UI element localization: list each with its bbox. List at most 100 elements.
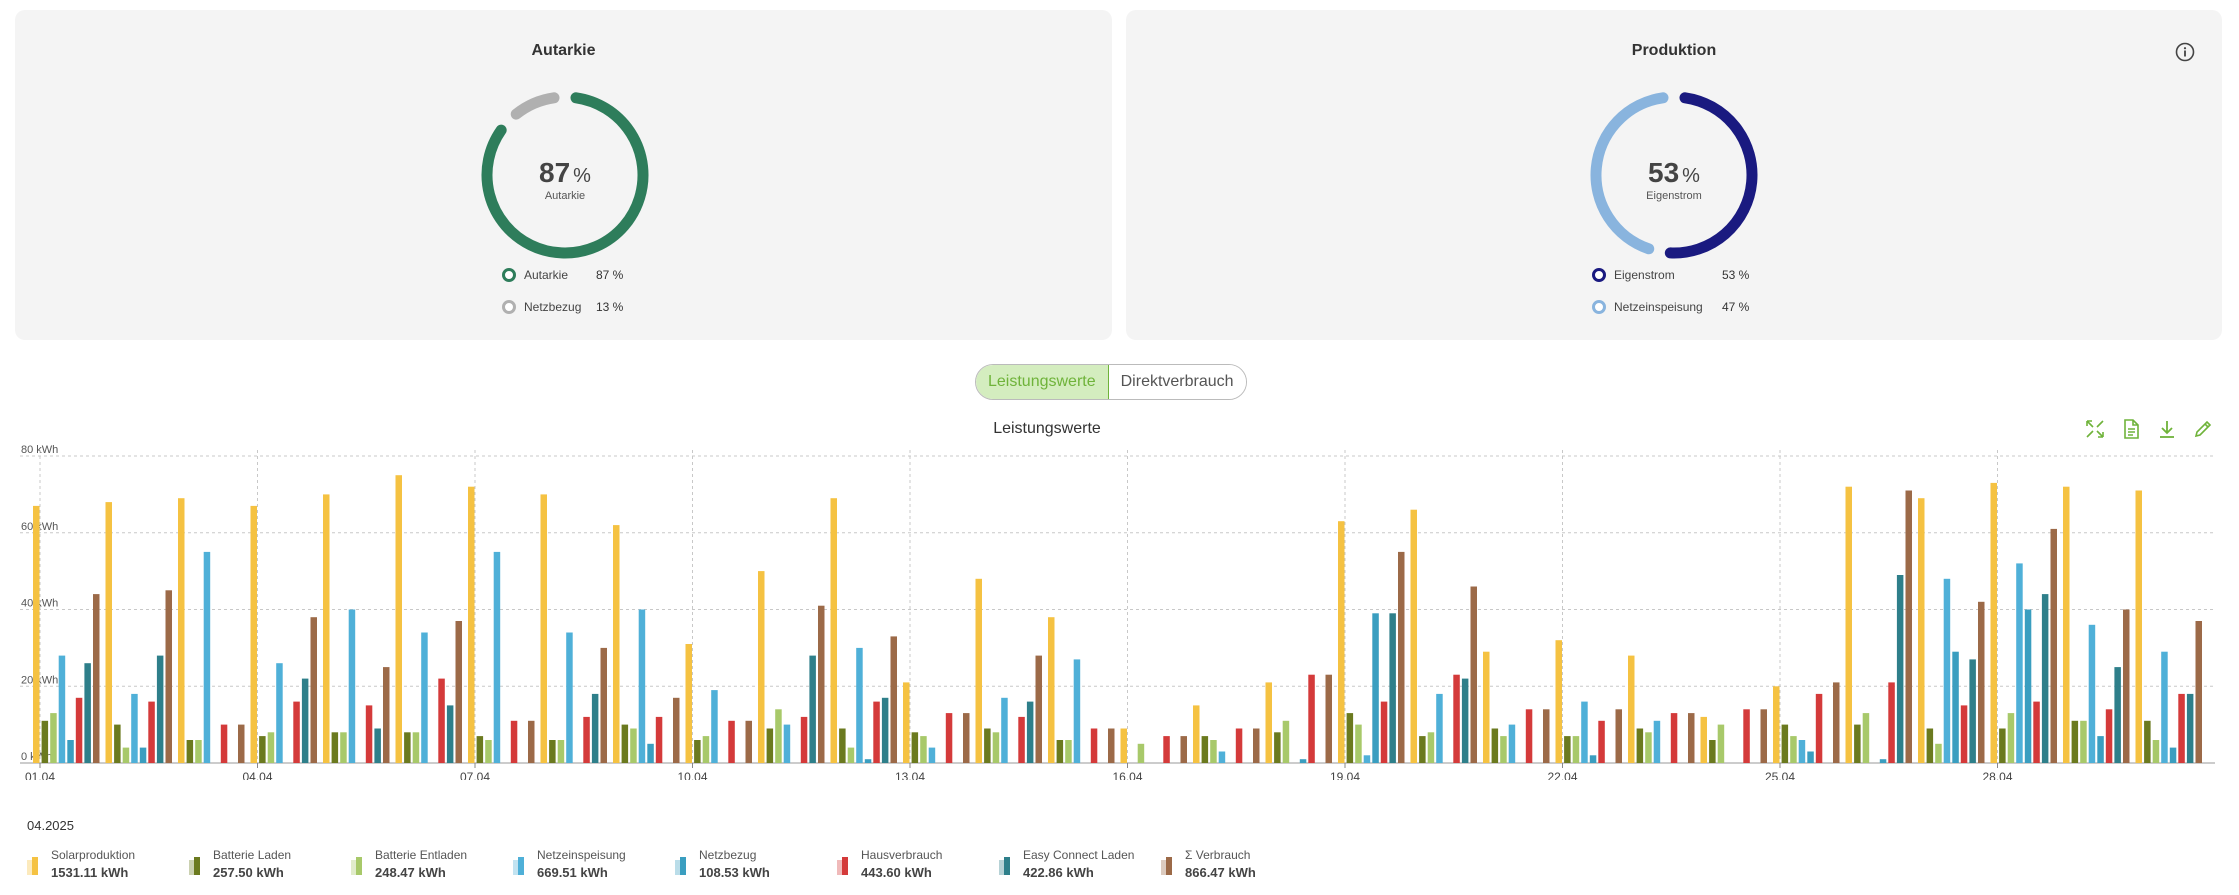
bar-easy-connect-laden-27.04[interactable] [1969, 659, 1976, 763]
bar-netzeinspeisung-25.04[interactable] [1798, 740, 1806, 763]
bar-easy-connect-laden-28.04[interactable] [2041, 594, 2049, 763]
bar-batterie-entladen-07.04[interactable] [485, 740, 492, 763]
bar-netzbezug-30.04[interactable] [2169, 747, 2177, 763]
bar-batterie-entladen-14.04[interactable] [992, 732, 1000, 763]
bar-netzeinspeisung-01.04[interactable] [58, 655, 66, 763]
bar-batterie-laden-24.04[interactable] [1709, 740, 1716, 763]
bar-verbrauch-18.04[interactable] [1325, 674, 1333, 763]
bar-netzeinspeisung-30.04[interactable] [2161, 651, 2168, 763]
bar-batterie-entladen-21.04[interactable] [1500, 736, 1507, 763]
bar-netzeinspeisung-13.04[interactable] [928, 747, 936, 763]
bar-netzeinspeisung-27.04[interactable] [1943, 578, 1951, 763]
bar-solarproduktion-29.04[interactable] [2063, 486, 2070, 763]
bar-solarproduktion-20.04[interactable] [1410, 509, 1418, 763]
bar-solarproduktion-17.04[interactable] [1193, 705, 1200, 763]
bar-batterie-entladen-18.04[interactable] [1282, 720, 1290, 763]
bar-batterie-entladen-05.04[interactable] [340, 732, 347, 763]
bar-batterie-entladen-16.04[interactable] [1137, 743, 1145, 763]
bar-batterie-entladen-06.04[interactable] [412, 732, 420, 763]
bar-batterie-laden-27.04[interactable] [1926, 728, 1934, 764]
bar-verbrauch-22.04[interactable] [1615, 709, 1623, 763]
bar-verbrauch-28.04[interactable] [2050, 528, 2058, 763]
bar-hausverbrauch-07.04[interactable] [510, 720, 518, 763]
bar-solarproduktion-26.04[interactable] [1845, 486, 1853, 763]
bar-hausverbrauch-01.04[interactable] [75, 697, 83, 763]
bar-netzeinspeisung-02.04[interactable] [131, 693, 138, 763]
tab-direktverbrauch[interactable]: Direktverbrauch [1108, 365, 1246, 399]
tab-leistungswerte[interactable]: Leistungswerte [976, 365, 1109, 399]
produktion-legend-eigenstrom[interactable]: Eigenstrom 53 % [1592, 268, 1749, 282]
bar-batterie-entladen-12.04[interactable] [847, 747, 855, 763]
bar-batterie-laden-23.04[interactable] [1636, 728, 1644, 764]
bar-verbrauch-08.04[interactable] [600, 647, 608, 763]
bar-netzeinspeisung-29.04[interactable] [2088, 624, 2096, 763]
edit-icon[interactable] [2192, 418, 2214, 440]
bar-hausverbrauch-15.04[interactable] [1090, 728, 1098, 764]
bar-batterie-laden-26.04[interactable] [1854, 724, 1861, 763]
bar-solarproduktion-19.04[interactable] [1338, 521, 1345, 763]
legend-item-easy-connect-laden[interactable]: Easy Connect Laden 422.86 kWh [999, 848, 1161, 880]
bar-batterie-laden-10.04[interactable] [694, 740, 701, 763]
bar-verbrauch-29.04[interactable] [2123, 609, 2130, 764]
bar-hausverbrauch-13.04[interactable] [945, 713, 953, 763]
bar-easy-connect-laden-20.04[interactable] [1461, 678, 1469, 763]
bar-verbrauch-17.04[interactable] [1253, 728, 1260, 764]
bar-batterie-laden-17.04[interactable] [1201, 736, 1209, 763]
bar-verbrauch-07.04[interactable] [528, 720, 535, 763]
bar-easy-connect-laden-04.04[interactable] [301, 678, 309, 763]
bar-easy-connect-laden-12.04[interactable] [881, 697, 889, 763]
bar-netzeinspeisung-20.04[interactable] [1436, 693, 1443, 763]
bar-batterie-laden-28.04[interactable] [1999, 728, 2006, 764]
bar-hausverbrauch-10.04[interactable] [728, 720, 735, 763]
bar-batterie-laden-29.04[interactable] [2071, 720, 2079, 763]
bar-batterie-entladen-13.04[interactable] [920, 736, 927, 763]
bar-solarproduktion-11.04[interactable] [758, 571, 765, 763]
bar-batterie-laden-18.04[interactable] [1274, 732, 1281, 763]
bar-verbrauch-05.04[interactable] [383, 667, 390, 763]
bar-hausverbrauch-20.04[interactable] [1453, 674, 1460, 763]
bar-netzbezug-18.04[interactable] [1299, 759, 1307, 763]
legend-item-verbrauch[interactable]: Σ Verbrauch 866.47 kWh [1161, 848, 1323, 880]
bar-solarproduktion-16.04[interactable] [1120, 728, 1128, 764]
bar-batterie-entladen-01.04[interactable] [50, 713, 57, 763]
bar-batterie-entladen-23.04[interactable] [1645, 732, 1652, 763]
bar-solarproduktion-30.04[interactable] [2135, 490, 2143, 764]
bar-batterie-entladen-03.04[interactable] [195, 740, 202, 763]
bar-batterie-laden-30.04[interactable] [2144, 720, 2151, 763]
bar-batterie-laden-15.04[interactable] [1056, 740, 1064, 763]
bar-hausverbrauch-28.04[interactable] [2033, 701, 2040, 763]
bar-verbrauch-19.04[interactable] [1398, 551, 1405, 763]
bar-batterie-laden-11.04[interactable] [766, 728, 774, 764]
bar-solarproduktion-12.04[interactable] [830, 498, 838, 763]
bar-verbrauch-15.04[interactable] [1108, 728, 1115, 764]
bar-batterie-entladen-17.04[interactable] [1210, 740, 1217, 763]
bar-verbrauch-25.04[interactable] [1833, 682, 1840, 763]
bar-batterie-entladen-15.04[interactable] [1065, 740, 1072, 763]
bar-hausverbrauch-30.04[interactable] [2178, 693, 2185, 763]
bar-solarproduktion-13.04[interactable] [903, 682, 910, 763]
bar-netzeinspeisung-12.04[interactable] [856, 647, 863, 763]
bar-batterie-entladen-11.04[interactable] [775, 709, 782, 763]
bar-verbrauch-26.04[interactable] [1905, 490, 1913, 764]
bar-solarproduktion-18.04[interactable] [1265, 682, 1273, 763]
bar-netzbezug-27.04[interactable] [1952, 651, 1959, 763]
bar-netzbezug-25.04[interactable] [1807, 751, 1814, 764]
bar-batterie-laden-07.04[interactable] [476, 736, 484, 763]
bar-batterie-entladen-29.04[interactable] [2080, 720, 2087, 763]
bar-hausverbrauch-27.04[interactable] [1960, 705, 1968, 763]
bar-hausverbrauch-05.04[interactable] [365, 705, 373, 763]
bar-netzeinspeisung-23.04[interactable] [1653, 720, 1661, 763]
bar-netzeinspeisung-07.04[interactable] [493, 551, 501, 763]
bar-solarproduktion-02.04[interactable] [105, 502, 113, 763]
bar-batterie-laden-03.04[interactable] [186, 740, 194, 763]
bar-netzeinspeisung-11.04[interactable] [783, 724, 791, 763]
bar-batterie-entladen-27.04[interactable] [1935, 743, 1942, 763]
bar-batterie-entladen-20.04[interactable] [1427, 732, 1435, 763]
bar-solarproduktion-04.04[interactable] [250, 505, 258, 763]
bar-easy-connect-laden-19.04[interactable] [1389, 613, 1396, 763]
bar-hausverbrauch-18.04[interactable] [1308, 674, 1315, 763]
bar-batterie-laden-25.04[interactable] [1781, 724, 1789, 763]
bar-hausverbrauch-19.04[interactable] [1380, 701, 1388, 763]
bar-verbrauch-02.04[interactable] [165, 590, 173, 763]
bar-netzbezug-22.04[interactable] [1589, 755, 1597, 763]
